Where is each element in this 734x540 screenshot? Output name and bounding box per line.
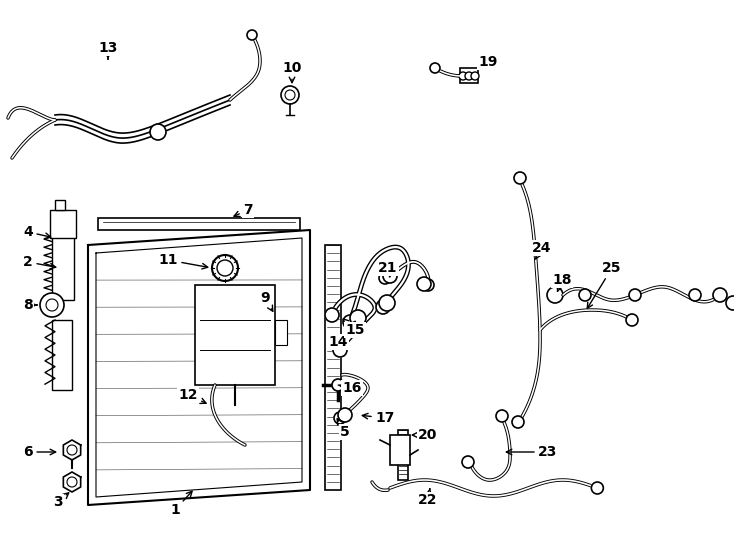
Circle shape [334, 412, 346, 424]
Bar [52, 320, 72, 390]
Text: 13: 13 [98, 41, 117, 59]
Circle shape [547, 287, 563, 303]
Text: 7: 7 [234, 203, 252, 217]
Circle shape [338, 408, 352, 422]
Circle shape [689, 289, 701, 301]
Circle shape [217, 260, 233, 276]
Circle shape [417, 277, 431, 291]
Circle shape [496, 410, 508, 422]
Circle shape [459, 72, 467, 80]
Bar [52, 235, 74, 300]
Circle shape [350, 310, 366, 326]
Text: 4: 4 [23, 225, 51, 239]
Circle shape [629, 289, 641, 301]
Circle shape [430, 63, 440, 73]
Circle shape [579, 289, 591, 301]
Text: 19: 19 [479, 55, 498, 69]
Polygon shape [63, 440, 81, 460]
Circle shape [67, 445, 77, 455]
Text: 6: 6 [23, 445, 56, 459]
Bar [275, 320, 287, 345]
Text: 22: 22 [418, 489, 437, 507]
Text: 12: 12 [178, 388, 206, 403]
Text: 24: 24 [532, 241, 552, 259]
Bar [55, 200, 65, 210]
Circle shape [281, 86, 299, 104]
Circle shape [465, 72, 473, 80]
Circle shape [247, 30, 257, 40]
Circle shape [726, 296, 734, 310]
Text: 18: 18 [552, 273, 572, 292]
Circle shape [212, 255, 238, 281]
Text: 8: 8 [23, 298, 37, 312]
Circle shape [422, 279, 434, 291]
Circle shape [46, 299, 58, 311]
Circle shape [383, 269, 397, 283]
Text: 21: 21 [378, 261, 398, 277]
Bar [390, 435, 410, 465]
Text: 2: 2 [23, 255, 56, 269]
Circle shape [512, 416, 524, 428]
Text: 14: 14 [328, 321, 355, 349]
Circle shape [325, 308, 339, 322]
Text: 9: 9 [260, 291, 273, 311]
Text: 15: 15 [343, 319, 365, 337]
Circle shape [67, 477, 77, 487]
Bar [398, 430, 408, 480]
Text: 3: 3 [53, 493, 69, 509]
Text: 16: 16 [338, 381, 362, 395]
Circle shape [379, 272, 391, 284]
Circle shape [333, 343, 347, 357]
Bar [98, 218, 300, 230]
Text: 25: 25 [587, 261, 622, 308]
Circle shape [713, 288, 727, 302]
Bar [50, 210, 76, 238]
Circle shape [592, 482, 603, 494]
Circle shape [343, 315, 357, 329]
Circle shape [150, 124, 166, 140]
Polygon shape [63, 472, 81, 492]
Bar [325, 245, 341, 490]
Circle shape [379, 295, 395, 311]
Text: 17: 17 [363, 411, 395, 425]
Bar [195, 285, 275, 385]
Circle shape [626, 314, 638, 326]
Text: 1: 1 [170, 491, 192, 517]
Circle shape [285, 90, 295, 100]
Text: 20: 20 [413, 428, 437, 442]
Text: 11: 11 [159, 253, 208, 269]
Circle shape [332, 379, 344, 391]
Circle shape [376, 300, 390, 314]
Text: 23: 23 [506, 445, 558, 459]
Circle shape [40, 293, 64, 317]
Text: 5: 5 [337, 418, 350, 439]
Bar [460, 68, 478, 83]
Circle shape [471, 72, 479, 80]
Text: 10: 10 [283, 61, 302, 83]
Circle shape [462, 456, 474, 468]
Circle shape [514, 172, 526, 184]
